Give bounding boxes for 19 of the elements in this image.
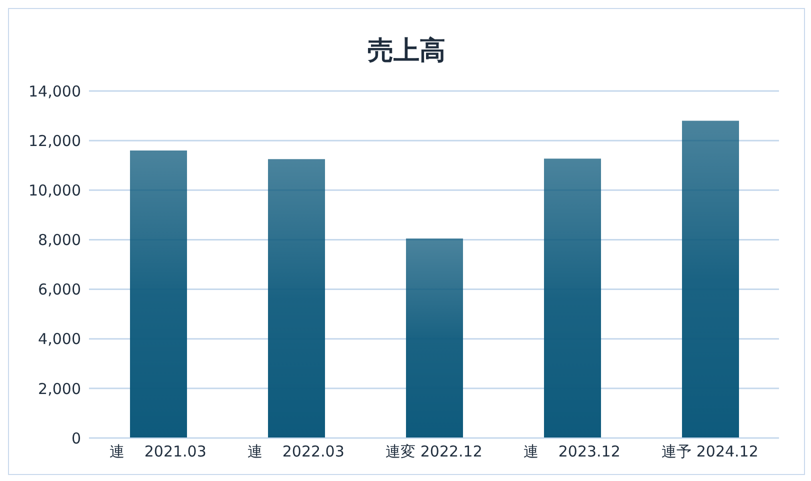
y-tick-label: 6,000 [38, 280, 81, 299]
x-tick-label: 連予 2024.12 [662, 442, 758, 461]
y-tick-label: 14,000 [28, 82, 81, 100]
y-tick-label: 8,000 [38, 231, 81, 250]
bar [130, 150, 187, 438]
bar [406, 238, 463, 438]
y-tick-label: 0 [71, 429, 81, 448]
x-tick-label: 連変 2022.12 [386, 442, 482, 461]
bar [682, 120, 739, 438]
chart-title: 売上高 [366, 35, 446, 68]
y-tick-label: 4,000 [38, 330, 81, 348]
bar [268, 159, 325, 438]
y-tick-label: 10,000 [28, 181, 81, 200]
x-tick-label: 連 2021.03 [110, 442, 206, 461]
bar [544, 158, 601, 438]
x-tick-label: 連 2022.03 [248, 442, 344, 461]
y-tick-label: 12,000 [28, 132, 81, 150]
x-tick-label: 連 2023.12 [524, 442, 620, 461]
y-tick-label: 2,000 [38, 380, 81, 398]
